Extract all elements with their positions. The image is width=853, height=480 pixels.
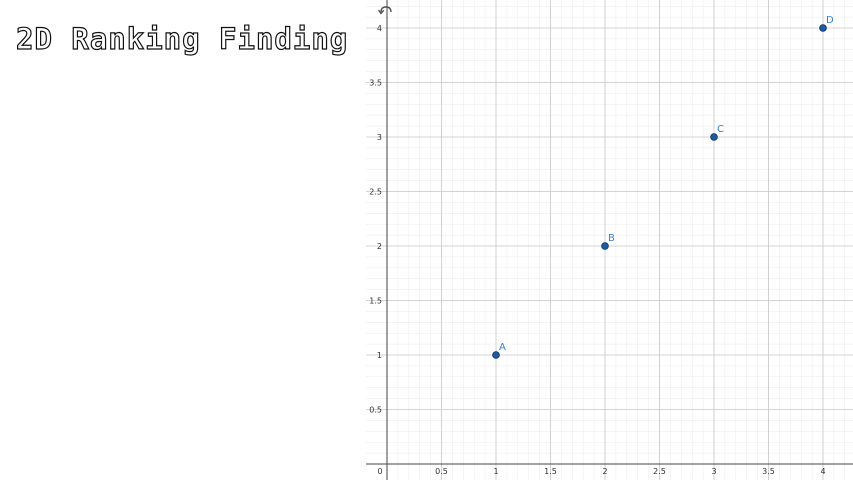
x-axis-tick-labels: 0 0.5 1 1.5 2 2.5 3 3.5 4 (377, 467, 825, 476)
x-tick-label: 2 (602, 467, 607, 476)
x-tick-label: 1 (493, 467, 498, 476)
x-tick-label: 2.5 (653, 467, 666, 476)
x-tick-label: 4 (820, 467, 825, 476)
point-b[interactable] (601, 242, 609, 250)
x-tick-label: 3.5 (762, 467, 775, 476)
major-grid (366, 0, 853, 480)
undo-button[interactable] (377, 5, 394, 19)
x-tick-label: 1.5 (544, 467, 557, 476)
y-tick-label: 3.5 (369, 79, 382, 88)
point-d[interactable] (819, 24, 827, 32)
y-tick-label: 4 (377, 24, 382, 33)
undo-arrowhead-icon (377, 9, 385, 15)
axes (366, 0, 853, 480)
y-tick-label: 0.5 (369, 406, 382, 415)
x-tick-label: 0.5 (435, 467, 448, 476)
points-layer[interactable]: A B C D (492, 15, 834, 359)
y-tick-label: 2 (377, 242, 382, 251)
x-tick-label: 3 (711, 467, 716, 476)
x-tick-label: 0 (377, 467, 382, 476)
slide-title: 2D Ranking Finding (15, 21, 349, 56)
y-tick-label: 3 (377, 133, 382, 142)
point-a[interactable] (492, 351, 500, 359)
point-label-d: D (826, 15, 834, 26)
point-label-c: C (717, 124, 724, 135)
y-axis-tick-labels: 0.5 1 1.5 2 2.5 3 3.5 4 (369, 24, 382, 415)
graphing-view[interactable]: 0 0.5 1 1.5 2 2.5 3 3.5 4 0.5 1 1.5 2 2.5 3 3.5 4 A B C D (366, 0, 853, 480)
y-tick-label: 1 (377, 351, 382, 360)
coordinate-plane[interactable]: 0 0.5 1 1.5 2 2.5 3 3.5 4 0.5 1 1.5 2 2.5 3 3.5 4 A B C D (366, 0, 853, 480)
point-label-b: B (608, 233, 615, 244)
point-c[interactable] (710, 133, 718, 141)
y-tick-label: 2.5 (369, 188, 382, 197)
y-tick-label: 1.5 (369, 297, 382, 306)
point-label-a: A (499, 342, 506, 353)
undo-arrow-icon (380, 6, 392, 13)
